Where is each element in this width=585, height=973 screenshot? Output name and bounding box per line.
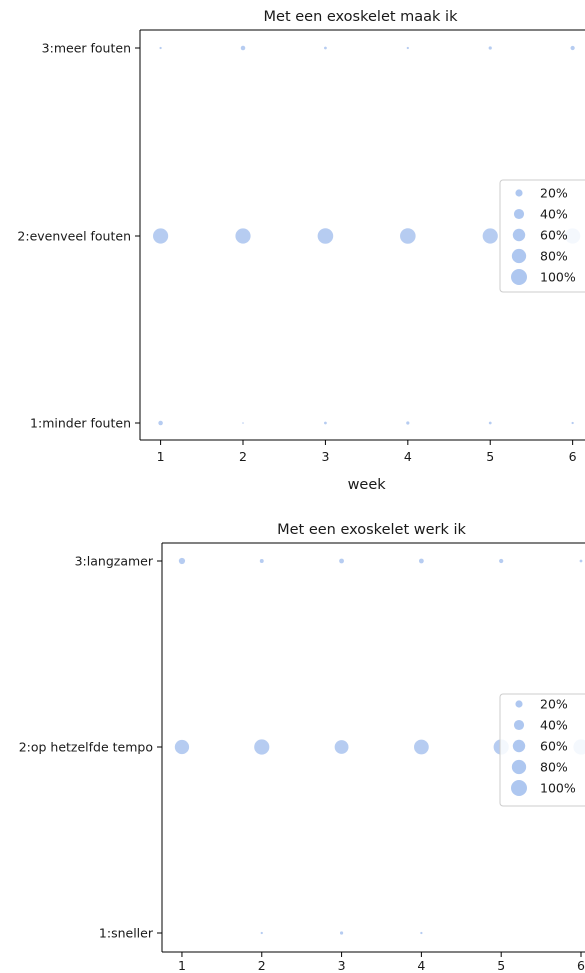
chart-panel-2: Met een exoskelet werk ik 1:sneller 2:op h… — [19, 522, 585, 973]
legend-box — [499, 179, 585, 293]
legend-label: 20% — [540, 186, 568, 201]
x-tick-label: 2 — [258, 958, 266, 973]
legend-marker — [511, 759, 527, 775]
data-point — [260, 931, 263, 935]
legend-label: 40% — [540, 207, 568, 222]
data-point — [240, 45, 246, 51]
x-tick-label: 4 — [417, 958, 425, 973]
legend-marker — [513, 719, 525, 731]
legend-label: 20% — [540, 697, 568, 712]
legend-marker — [511, 780, 527, 796]
data-point — [400, 228, 416, 244]
data-point — [259, 559, 264, 563]
y-tick-label: 2:evenveel fouten — [17, 229, 131, 244]
data-point — [178, 557, 186, 565]
legend-label: 80% — [540, 249, 568, 264]
legend-label: 40% — [540, 718, 568, 733]
data-point — [235, 228, 251, 244]
legend-label: 100% — [540, 781, 576, 796]
legend-marker — [511, 269, 527, 285]
y-tick-label: 2:op hetzelfde tempo — [19, 740, 153, 755]
legend-marker — [515, 700, 523, 708]
data-point — [579, 559, 583, 563]
x-tick-label: 3 — [321, 449, 329, 464]
legend-label: 80% — [540, 760, 568, 775]
y-tick-label: 1:minder fouten — [30, 416, 131, 431]
legend-marker — [512, 739, 526, 753]
y-tick-label: 1:sneller — [99, 926, 154, 941]
legend-marker — [513, 208, 525, 220]
x-axis-label: week — [348, 477, 387, 493]
legend: 20% 40% 60% 80% 100% — [499, 179, 585, 293]
data-point — [571, 421, 574, 425]
data-point — [570, 45, 575, 51]
legend-marker — [512, 228, 526, 242]
data-point — [159, 46, 162, 50]
data-point — [153, 228, 169, 244]
data-point — [488, 421, 492, 425]
x-tick-label: 5 — [486, 449, 494, 464]
data-point — [174, 739, 190, 755]
chart-title: Met een exoskelet werk ik — [277, 522, 466, 538]
data-point — [254, 739, 270, 755]
chart-panel-1: Met een exoskelet maak ik 1:minder fouten… — [17, 9, 585, 493]
data-point — [488, 46, 492, 50]
data-point — [334, 740, 349, 754]
legend-label: 100% — [540, 270, 576, 285]
data-point — [339, 558, 344, 564]
data-point — [420, 931, 423, 935]
data-point — [242, 422, 244, 424]
x-tick-label: 6 — [577, 958, 585, 973]
x-tick-label: 4 — [404, 449, 412, 464]
y-tick-label: 3:langzamer — [75, 554, 154, 569]
legend-label: 60% — [540, 739, 568, 754]
legend: 20% 40% 60% 80% 100% — [499, 693, 585, 807]
legend-marker — [515, 189, 523, 197]
data-point — [317, 228, 334, 244]
data-point — [482, 228, 498, 244]
data-point — [324, 421, 327, 425]
data-point — [499, 558, 504, 564]
data-point — [406, 46, 409, 50]
legend-marker — [511, 248, 527, 264]
x-tick-label: 1 — [157, 449, 165, 464]
data-point — [339, 931, 344, 935]
data-point — [158, 420, 163, 426]
data-point — [414, 739, 429, 755]
data-point — [324, 46, 327, 50]
data-point — [406, 421, 410, 425]
legend-label: 60% — [540, 228, 568, 243]
x-tick-label: 2 — [239, 449, 247, 464]
chart-title: Met een exoskelet maak ik — [264, 9, 459, 25]
x-tick-label: 6 — [569, 449, 577, 464]
x-tick-label: 1 — [178, 958, 186, 973]
x-tick-label: 5 — [497, 958, 505, 973]
x-tick-label: 3 — [338, 958, 346, 973]
data-point — [418, 558, 424, 564]
y-tick-label: 3:meer fouten — [42, 41, 131, 56]
